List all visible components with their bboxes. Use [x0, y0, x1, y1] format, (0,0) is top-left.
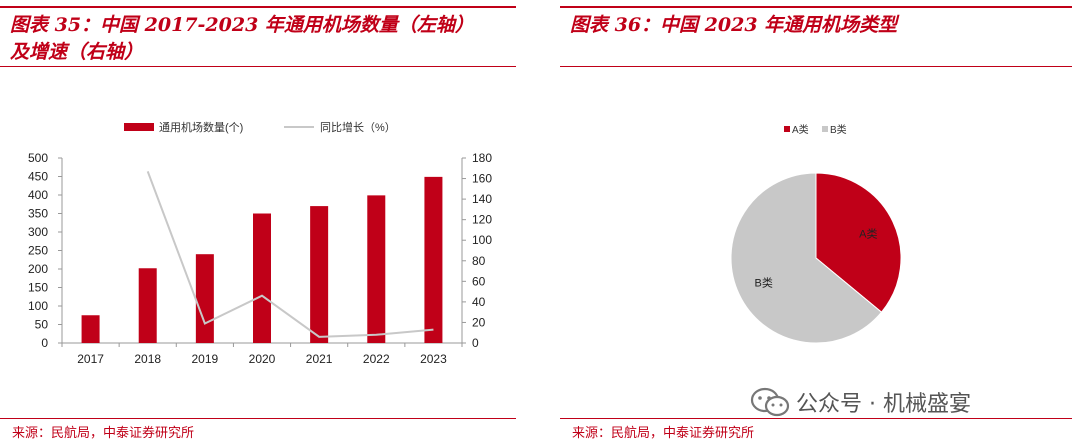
y-right-tick-label: 60	[472, 274, 486, 288]
y-left-tick-label: 250	[28, 244, 48, 258]
y-left-tick-label: 400	[28, 188, 48, 202]
y-left-tick-label: 450	[28, 170, 48, 184]
y-right-tick-label: 120	[472, 213, 492, 227]
bar	[367, 195, 386, 343]
y-left-tick-label: 350	[28, 207, 48, 221]
x-tick-label: 2023	[420, 352, 447, 366]
right-title-line1: 图表 36：中国 2023 年通用机场类型	[570, 14, 898, 36]
title-rule	[0, 66, 516, 67]
x-tick-label: 2022	[363, 352, 390, 366]
y-right-tick-label: 40	[472, 295, 486, 309]
y-left-tick-label: 200	[28, 262, 48, 276]
left-title-line1: 图表 35：中国 2017-2023 年通用机场数量（左轴）	[10, 14, 474, 36]
y-right-tick-label: 100	[472, 233, 492, 247]
watermark: 公众号 · 机械盛宴	[750, 384, 971, 420]
bar	[310, 206, 329, 343]
right-source: 来源：民航局，中泰证券研究所	[572, 426, 755, 441]
bar	[253, 213, 271, 343]
pie-slice-label: B类	[755, 276, 773, 290]
legend-label: A类	[792, 123, 809, 136]
legend-swatch-bar	[124, 123, 154, 131]
y-left-tick-label: 500	[28, 151, 48, 165]
x-tick-label: 2019	[192, 352, 219, 366]
top-rule	[0, 6, 516, 8]
pie-chart: A类 B类 A类 B类	[730, 123, 902, 344]
bottom-rule	[560, 418, 1072, 419]
combo-chart: 0 50 100 150 200 250 300 350 400 450 500 0 20 40 60 80 1…	[28, 120, 492, 366]
bar	[195, 254, 214, 343]
bar	[81, 315, 100, 343]
left-source: 来源：民航局，中泰证券研究所	[12, 426, 195, 441]
right-chart-title: 图表 36：中国 2023 年通用机场类型	[570, 12, 1068, 39]
left-panel: 图表 35：中国 2017-2023 年通用机场数量（左轴） 及增速（右轴） 0…	[0, 0, 516, 444]
y-right-tick-label: 140	[472, 192, 492, 206]
bar	[424, 176, 443, 343]
y-left-tick-label: 300	[28, 225, 48, 239]
x-tick-label: 2018	[134, 352, 161, 366]
title-rule	[560, 66, 1072, 67]
x-tick-label: 2020	[249, 352, 276, 366]
y-left-tick-label: 150	[28, 281, 48, 295]
legend-label: B类	[830, 123, 847, 136]
pie-slice-label: A类	[859, 226, 877, 240]
y-right-tick-label: 0	[472, 336, 479, 350]
y-left-tick-label: 50	[35, 318, 49, 332]
y-right-tick-label: 80	[472, 254, 486, 268]
watermark-text: 公众号 · 机械盛宴	[796, 392, 971, 417]
y-left-tick-label: 0	[41, 336, 48, 350]
legend-swatch	[784, 126, 790, 132]
x-tick-label: 2017	[77, 352, 104, 366]
wechat-icon	[750, 387, 790, 417]
top-rule	[560, 6, 1072, 8]
y-right-tick-label: 180	[472, 151, 492, 165]
pie-slice	[815, 172, 902, 313]
legend-swatch	[822, 126, 828, 132]
legend-label-bar: 通用机场数量(个)	[159, 120, 243, 134]
y-right-tick-label: 160	[472, 172, 492, 186]
bottom-rule	[0, 418, 516, 419]
growth-line	[146, 171, 434, 338]
pie-slice	[730, 172, 883, 344]
y-left-tick-label: 100	[28, 299, 48, 313]
left-title-line2: 及增速（右轴）	[10, 41, 144, 63]
x-tick-label: 2021	[306, 352, 333, 366]
left-chart-title: 图表 35：中国 2017-2023 年通用机场数量（左轴） 及增速（右轴）	[10, 12, 512, 66]
legend-label-line: 同比增长（%）	[320, 120, 396, 134]
bar	[138, 268, 157, 343]
y-right-tick-label: 20	[472, 315, 486, 329]
right-panel: 图表 36：中国 2023 年通用机场类型 A类 B类 A类 B类 来源：民航局，中泰…	[560, 0, 1072, 444]
